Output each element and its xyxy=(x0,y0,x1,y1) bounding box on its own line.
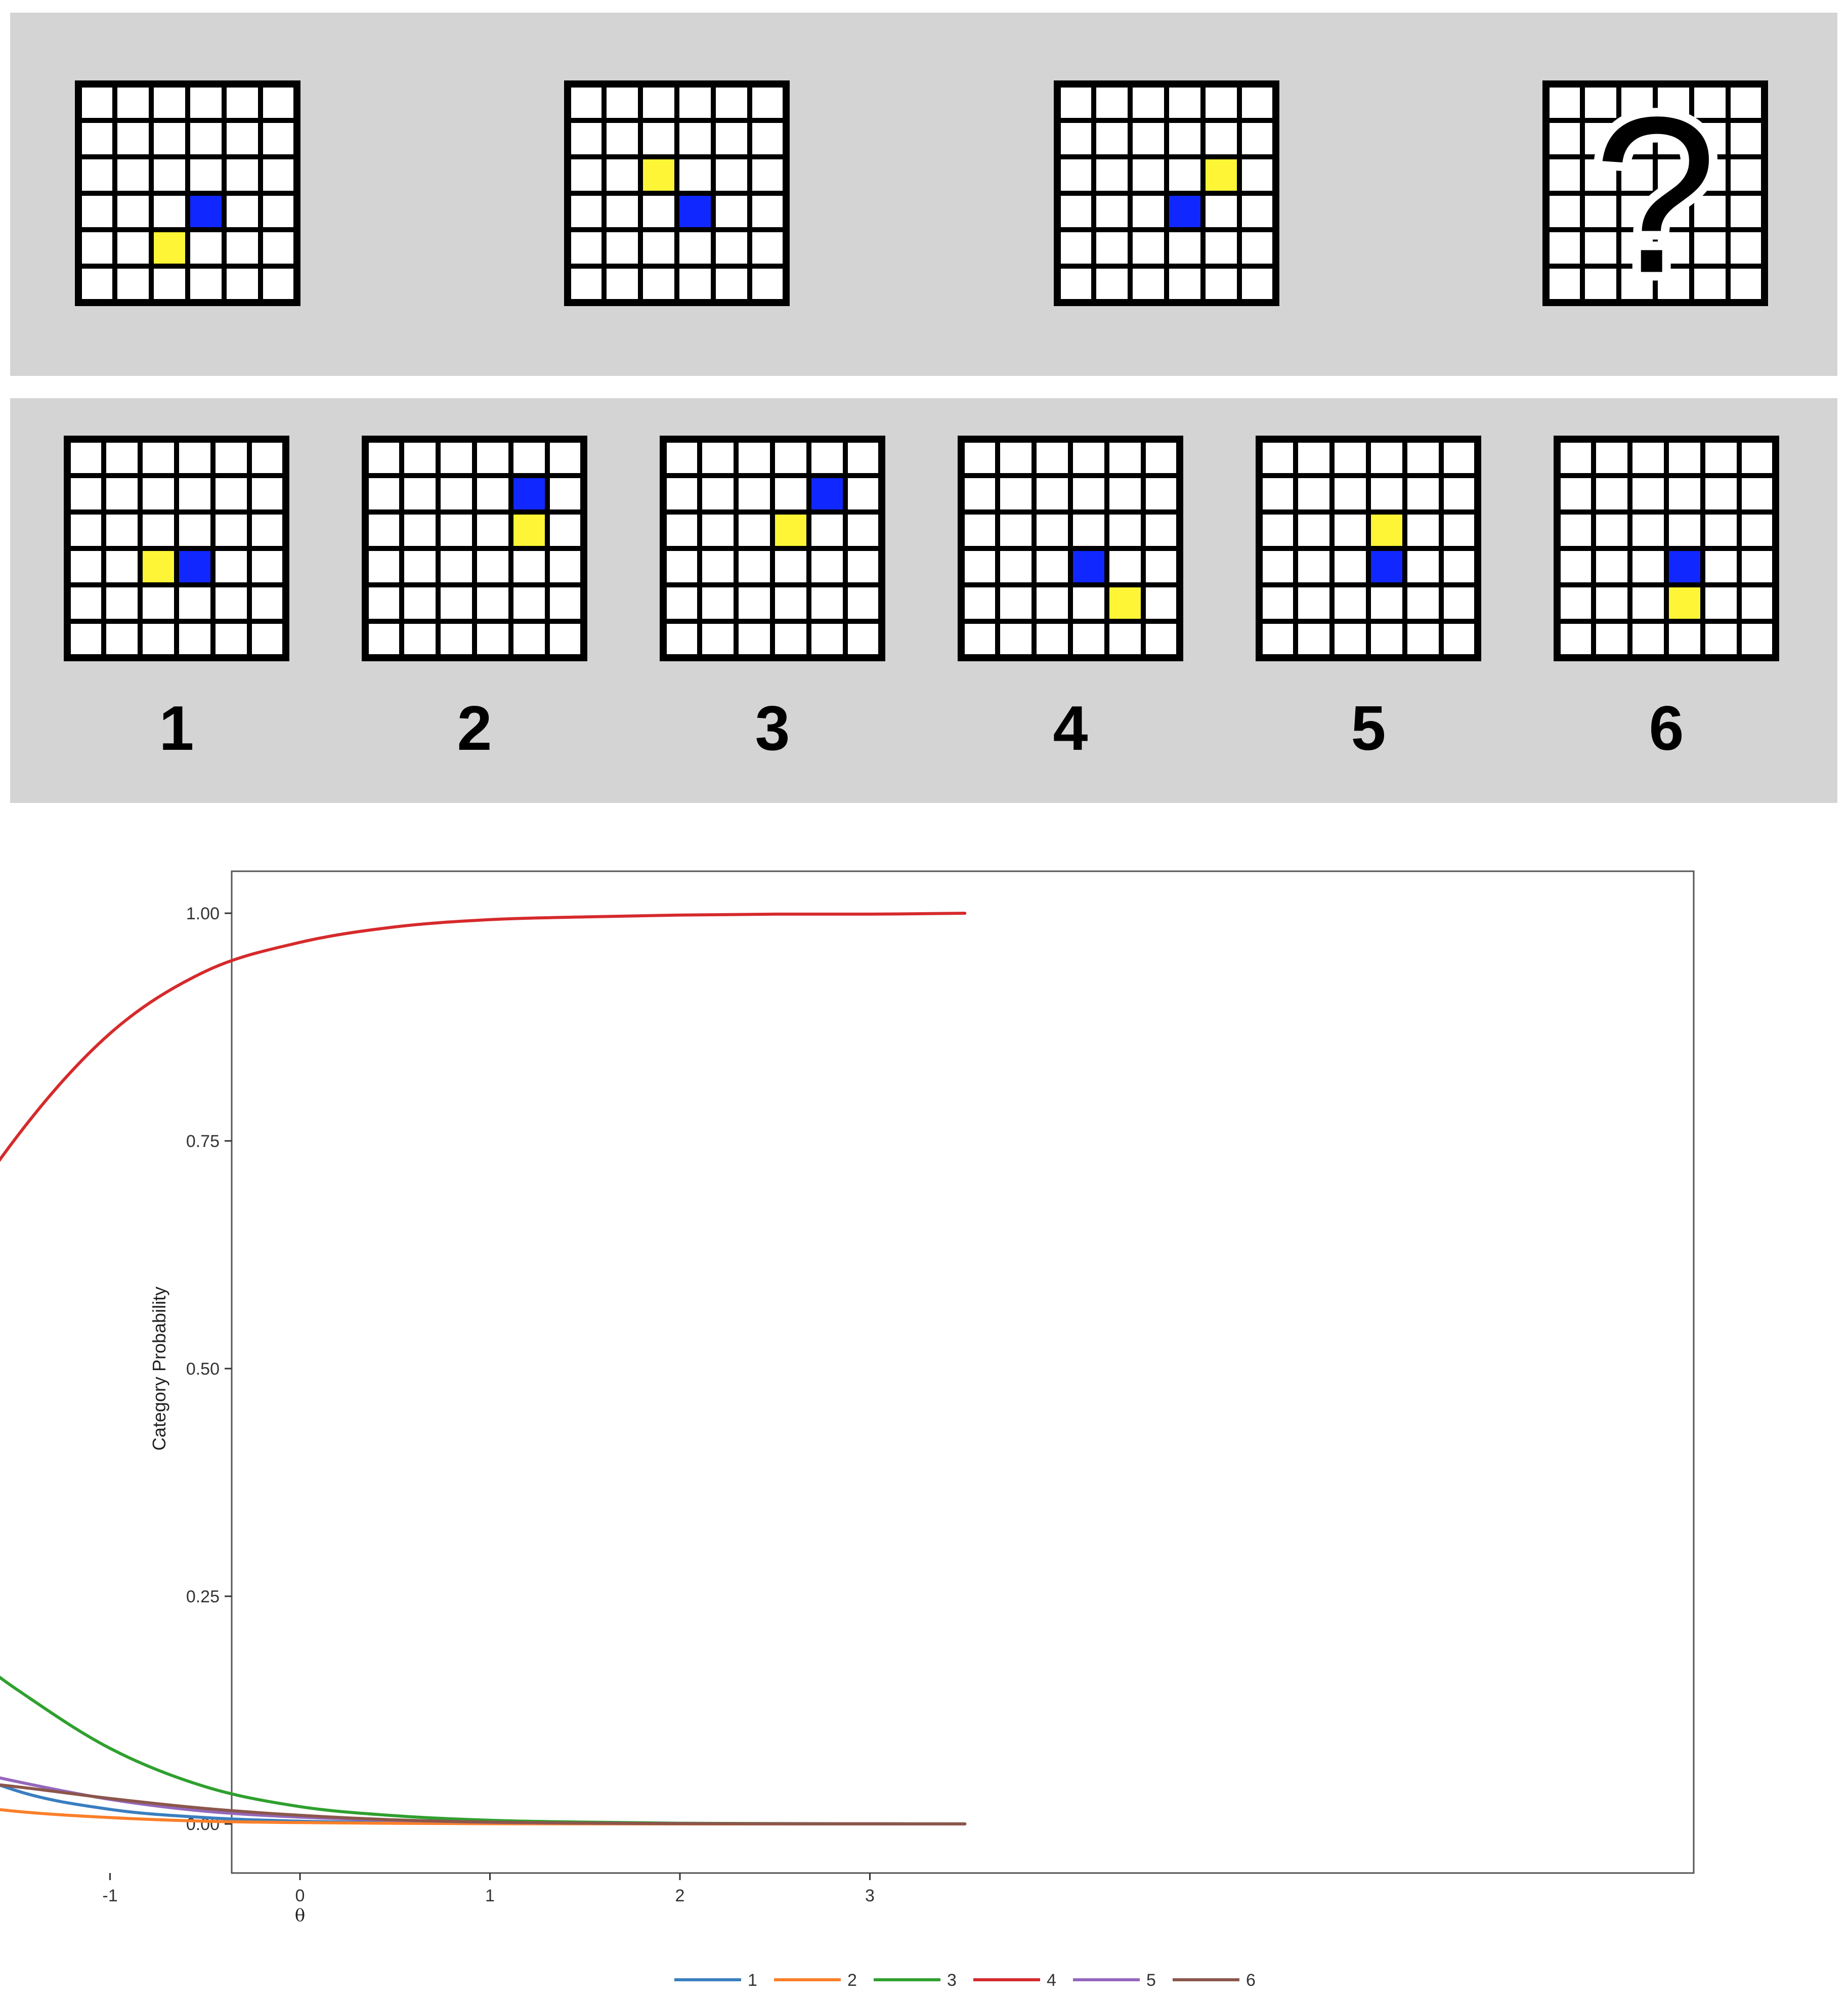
blue-cell xyxy=(177,548,213,585)
blue-cell xyxy=(677,193,713,230)
x-tick-label: 1 xyxy=(485,1886,495,1905)
option-grid-5 xyxy=(1256,436,1481,661)
yellow-cell xyxy=(772,512,809,548)
yellow-cell xyxy=(1666,585,1703,621)
series-line-5 xyxy=(0,1776,967,1825)
option-label-5: 5 xyxy=(1351,694,1386,763)
y-tick-label: 0.50 xyxy=(186,1359,220,1379)
plot-frame xyxy=(231,870,1695,1874)
x-tick-label: 0 xyxy=(295,1886,305,1905)
yellow-cell xyxy=(140,548,177,585)
options-panel xyxy=(10,398,1837,803)
legend-label-2: 2 xyxy=(847,1971,857,1990)
series-line-4 xyxy=(0,912,967,1162)
missing-grid: ? xyxy=(1542,63,1768,328)
blue-cell xyxy=(1070,548,1107,585)
blue-cell xyxy=(809,476,845,512)
x-tick-label: -1 xyxy=(102,1886,117,1905)
y-tick-label: 1.00 xyxy=(186,904,220,923)
y-tick-label: 0.25 xyxy=(186,1587,220,1606)
question-mark: ? xyxy=(1594,71,1717,320)
yellow-cell xyxy=(640,157,677,193)
option-label-2: 2 xyxy=(457,694,492,763)
sequence-grid-2 xyxy=(564,80,790,306)
chart-lines xyxy=(0,912,967,1826)
blue-cell xyxy=(511,476,547,512)
yellow-cell xyxy=(1203,157,1239,193)
chart-legend: 1 2 3 4 5 6 xyxy=(674,1971,1256,1990)
category-probability-chart: 0.000.250.500.751.00-3-2-10123θCategory … xyxy=(0,870,1695,1990)
yellow-cell xyxy=(151,230,188,266)
sequence-grid-3 xyxy=(1054,80,1279,306)
yellow-cell xyxy=(1107,585,1143,621)
yellow-cell xyxy=(1368,512,1405,548)
y-axis-label: Category Probability xyxy=(149,1287,169,1451)
blue-cell xyxy=(1666,548,1703,585)
option-label-4: 4 xyxy=(1053,694,1088,763)
option-grid-4 xyxy=(958,436,1183,661)
sequence-panel xyxy=(10,13,1837,376)
legend-label-6: 6 xyxy=(1246,1971,1256,1990)
blue-cell xyxy=(1368,548,1405,585)
legend-label-1: 1 xyxy=(748,1971,757,1990)
sequence-grid-1 xyxy=(75,80,300,306)
chart-axes: 0.000.250.500.751.00-3-2-10123θCategory … xyxy=(102,870,1695,1926)
y-tick-label: 0.75 xyxy=(186,1132,220,1151)
series-line-6 xyxy=(0,1783,967,1825)
option-grid-6 xyxy=(1554,436,1779,661)
x-tick-label: 3 xyxy=(865,1886,875,1905)
blue-cell xyxy=(1167,193,1203,230)
series-line-1 xyxy=(0,1783,967,1826)
option-grid-1 xyxy=(64,436,289,661)
option-label-3: 3 xyxy=(755,694,790,763)
series-line-3 xyxy=(0,1676,967,1825)
yellow-cell xyxy=(511,512,547,548)
legend-label-4: 4 xyxy=(1047,1971,1056,1990)
legend-label-3: 3 xyxy=(947,1971,957,1990)
option-label-6: 6 xyxy=(1649,694,1684,763)
option-grid-2 xyxy=(362,436,587,661)
legend-label-5: 5 xyxy=(1146,1971,1156,1990)
x-tick-label: 2 xyxy=(675,1886,685,1905)
x-axis-label: θ xyxy=(295,1905,305,1926)
blue-cell xyxy=(188,193,224,230)
option-label-1: 1 xyxy=(159,694,194,763)
option-grid-3 xyxy=(660,436,885,661)
